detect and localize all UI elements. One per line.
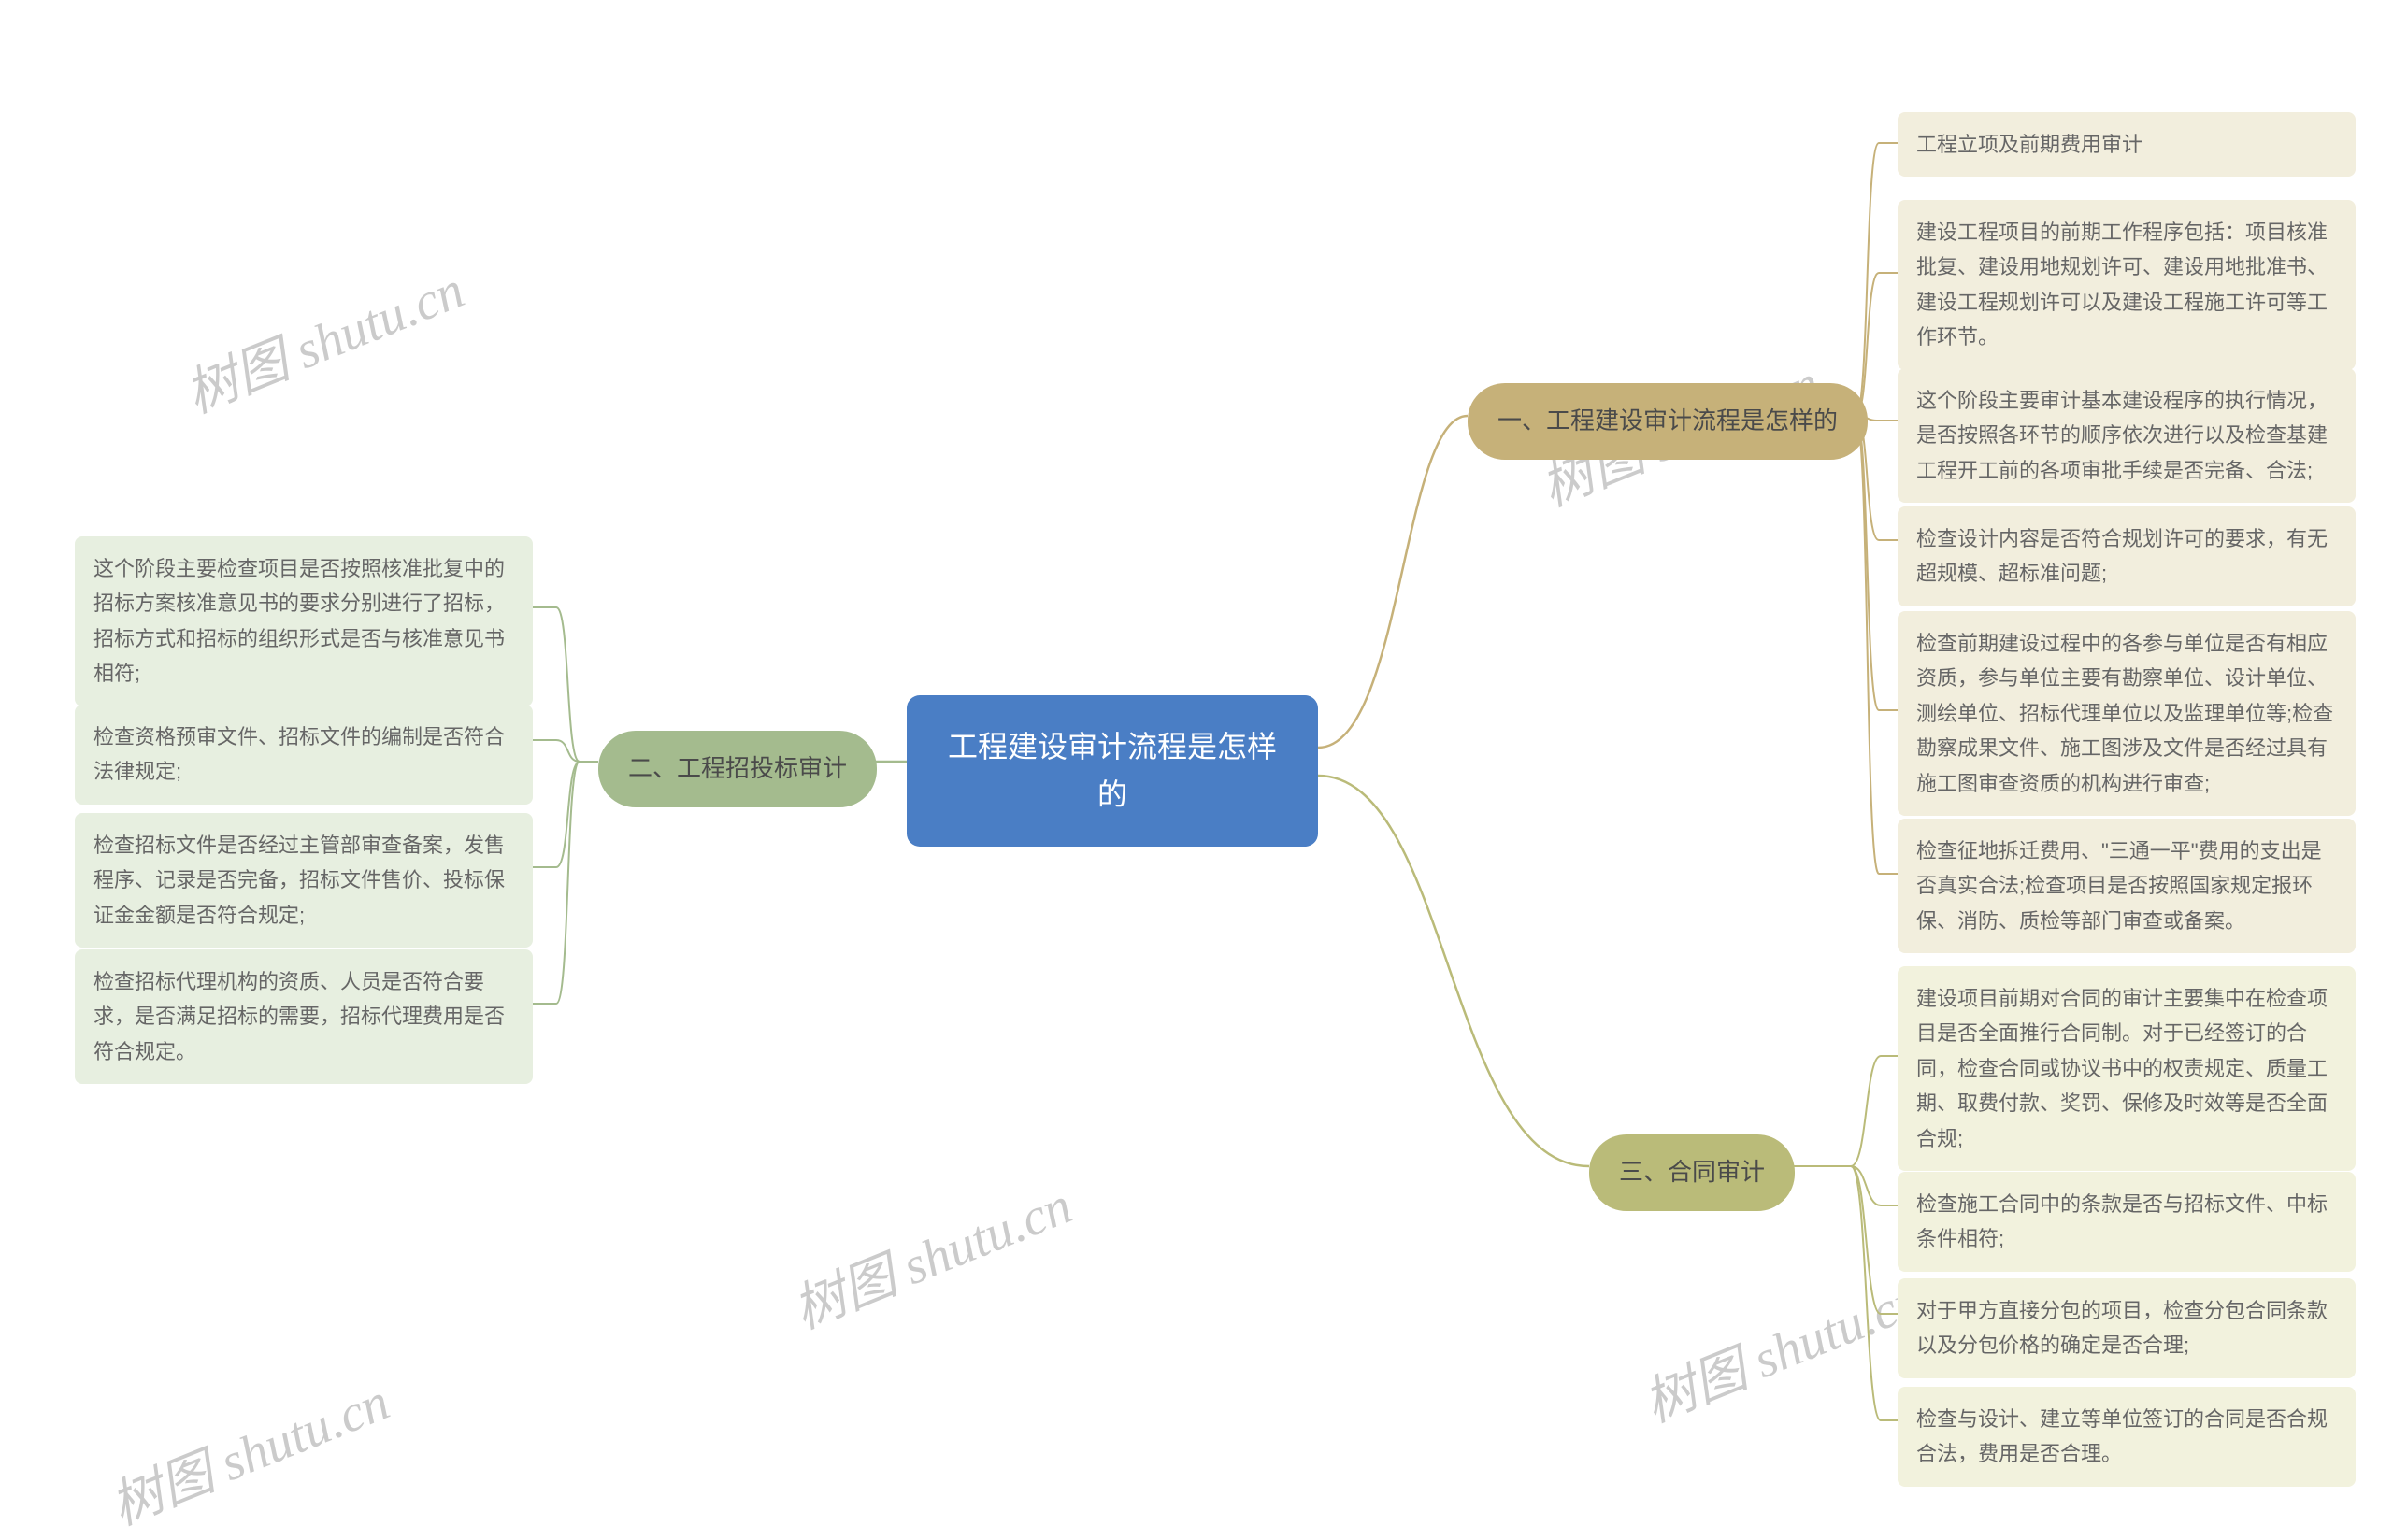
branch-node-1[interactable]: 一、工程建设审计流程是怎样的 — [1468, 383, 1868, 460]
edge-b1-leaf — [1856, 416, 1898, 710]
watermark: 树图 shutu.cn — [98, 1360, 399, 1540]
leaf-node-b3[interactable]: 检查施工合同中的条款是否与招标文件、中标条件相符; — [1898, 1172, 2356, 1272]
watermark: 树图 shutu.cn — [173, 248, 474, 428]
leaf-node-b2[interactable]: 检查资格预审文件、招标文件的编制是否符合法律规定; — [75, 705, 533, 805]
edge-b3-leaf — [1851, 1056, 1898, 1166]
watermark: 树图 shutu.cn — [781, 1163, 1082, 1344]
edge-b1-leaf — [1856, 143, 1898, 416]
edge-b1-leaf — [1856, 416, 1898, 874]
root-node[interactable]: 工程建设审计流程是怎样 的 — [907, 695, 1318, 847]
edge-b1-leaf — [1856, 273, 1898, 416]
leaf-node-b1[interactable]: 工程立项及前期费用审计 — [1898, 112, 2356, 177]
edge-b2-leaf — [533, 762, 580, 1004]
edge-b2-leaf — [533, 607, 580, 762]
branch-node-3[interactable]: 三、合同审计 — [1589, 1134, 1795, 1211]
root-text-line1: 工程建设审计流程是怎样 — [948, 730, 1277, 763]
leaf-node-b2[interactable]: 检查招标文件是否经过主管部审查备案，发售程序、记录是否完备，招标文件售价、投标保… — [75, 813, 533, 948]
edge-b2-leaf — [533, 762, 580, 867]
leaf-node-b3[interactable]: 建设项目前期对合同的审计主要集中在检查项目是否全面推行合同制。对于已经签订的合同… — [1898, 966, 2356, 1171]
leaf-node-b2[interactable]: 这个阶段主要检查项目是否按照核准批复中的招标方案核准意见书的要求分别进行了招标，… — [75, 536, 533, 706]
leaf-node-b1[interactable]: 建设工程项目的前期工作程序包括：项目核准批复、建设用地规划许可、建设用地批准书、… — [1898, 200, 2356, 370]
leaf-node-b2[interactable]: 检查招标代理机构的资质、人员是否符合要求，是否满足招标的需要，招标代理费用是否符… — [75, 949, 533, 1084]
edge-root-b1 — [1318, 416, 1468, 748]
edge-b3-leaf — [1851, 1166, 1898, 1205]
leaf-node-b1[interactable]: 这个阶段主要审计基本建设程序的执行情况，是否按照各环节的顺序依次进行以及检查基建… — [1898, 368, 2356, 503]
edge-b2-leaf — [533, 740, 580, 762]
leaf-node-b1[interactable]: 检查征地拆迁费用、"三通一平"费用的支出是否真实合法;检查项目是否按照国家规定报… — [1898, 819, 2356, 953]
leaf-node-b3[interactable]: 检查与设计、建立等单位签订的合同是否合规合法，费用是否合理。 — [1898, 1387, 2356, 1487]
branch-node-2[interactable]: 二、工程招投标审计 — [598, 731, 877, 807]
leaf-node-b1[interactable]: 检查前期建设过程中的各参与单位是否有相应资质，参与单位主要有勘察单位、设计单位、… — [1898, 611, 2356, 816]
root-text-line2: 的 — [1097, 777, 1127, 811]
leaf-node-b3[interactable]: 对于甲方直接分包的项目，检查分包合同条款以及分包价格的确定是否合理; — [1898, 1278, 2356, 1378]
leaf-node-b1[interactable]: 检查设计内容是否符合规划许可的要求，有无超规模、超标准问题; — [1898, 506, 2356, 606]
watermark: 树图 shutu.cn — [1631, 1257, 1932, 1437]
edge-root-b3 — [1318, 776, 1589, 1166]
